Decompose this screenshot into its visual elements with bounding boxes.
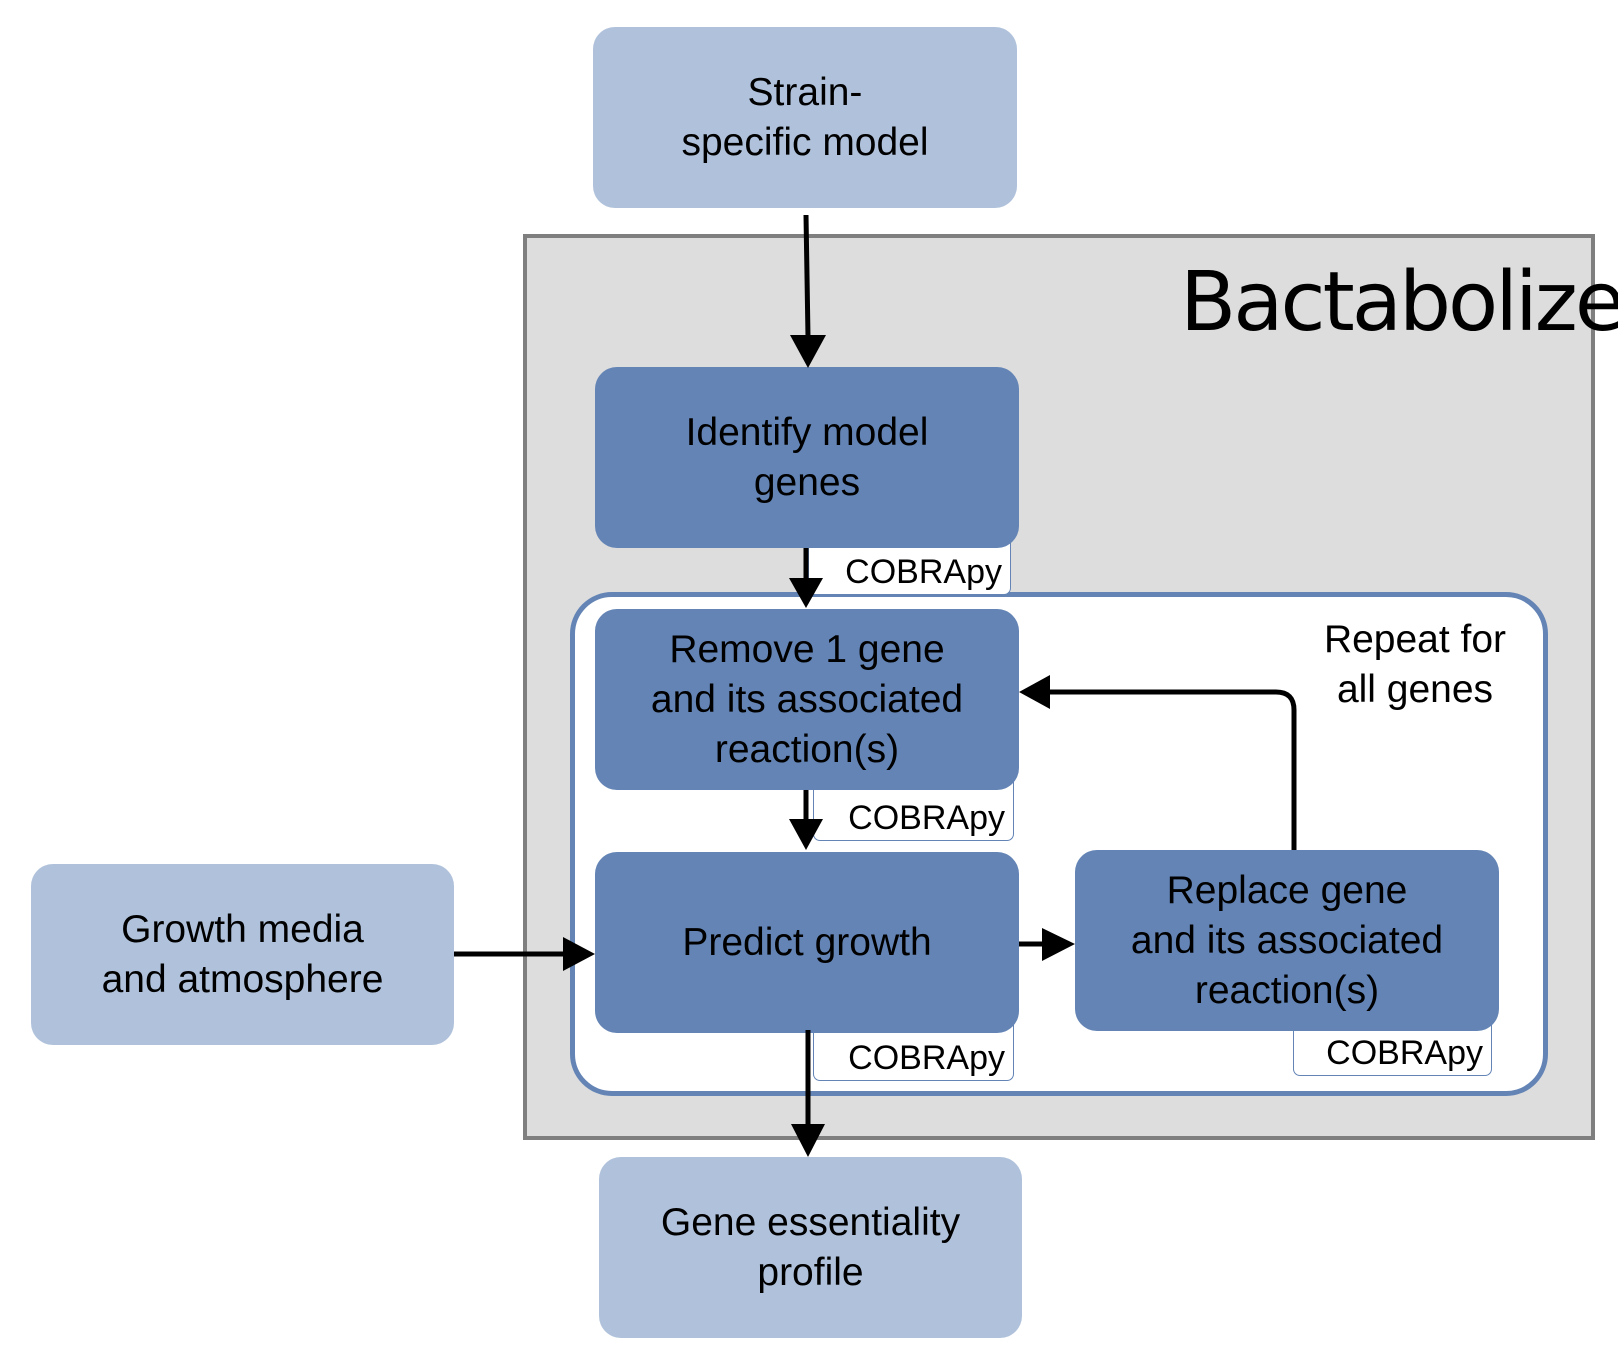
bactabolize-logo-text: Bactabolize xyxy=(1180,255,1618,350)
identify-model-genes-box: Identify model genes xyxy=(595,367,1019,548)
growth-media-box: Growth media and atmosphere xyxy=(31,864,454,1045)
arrowhead-identify-to-remove xyxy=(789,578,823,608)
predict-growth-box: Predict growth xyxy=(595,852,1019,1033)
arrowhead-replace-to-remove xyxy=(1019,675,1050,709)
gene-essentiality-profile-box: Gene essentiality profile xyxy=(599,1157,1022,1338)
arrowhead-media-to-predict xyxy=(563,937,595,971)
replace-gene-box: Replace gene and its associated reaction… xyxy=(1075,850,1499,1031)
cobrapy-tag-remove-label: COBRApy xyxy=(848,799,1005,837)
arrow-strain-to-identify xyxy=(803,214,811,338)
bactabolize-logo: Bactabolize xyxy=(1180,262,1618,352)
repeat-for-all-genes-label: Repeat for all genes xyxy=(1323,618,1507,711)
cobrapy-tag-identify-label: COBRApy xyxy=(845,553,1002,591)
cobrapy-tag-predict-label: COBRApy xyxy=(848,1039,1005,1077)
arrowhead-strain-to-identify xyxy=(790,335,826,368)
arrow-replace-to-remove xyxy=(1047,689,1297,850)
arrowhead-remove-to-predict xyxy=(789,819,823,850)
arrowhead-predict-to-output xyxy=(791,1124,825,1157)
arrowhead-predict-to-replace xyxy=(1042,928,1075,961)
remove-gene-box: Remove 1 gene and its associated reactio… xyxy=(595,609,1019,790)
cobrapy-tag-replace-label: COBRApy xyxy=(1326,1034,1483,1072)
strain-specific-model-box: Strain- specific model xyxy=(593,27,1017,208)
